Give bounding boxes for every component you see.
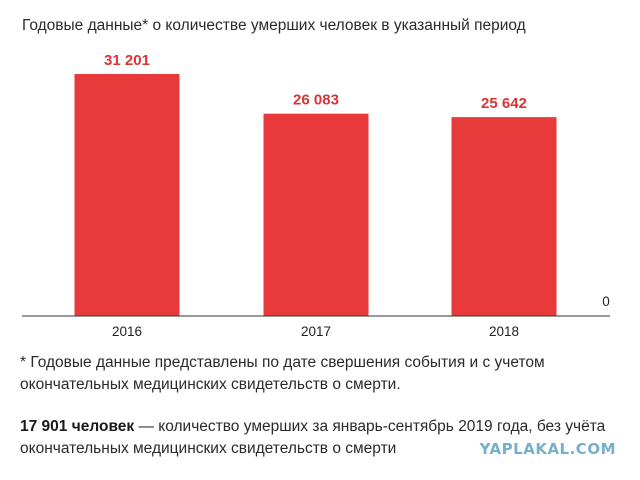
bar-chart: 31 201 2016 26 083 2017 25 642 2018 0 xyxy=(22,52,610,339)
bar-value-label-2018: 25 642 xyxy=(481,95,527,112)
x-tick-label-2017: 2017 xyxy=(301,324,331,339)
bar-value-label-2016: 31 201 xyxy=(104,52,150,69)
bar-2017 xyxy=(263,113,369,316)
chart-title: Годовые данные* о количестве умерших чел… xyxy=(22,17,526,34)
x-tick-label-2016: 2016 xyxy=(112,324,142,339)
summary-count: 17 901 человек xyxy=(20,418,135,435)
bar-2016 xyxy=(74,74,180,316)
y-zero-label: 0 xyxy=(602,294,610,309)
footnote: * Годовые данные представлены по дате св… xyxy=(20,354,545,393)
bar-value-label-2017: 26 083 xyxy=(293,92,339,109)
summary-text: 17 901 человек — количество умерших за я… xyxy=(20,416,620,460)
x-tick-label-2018: 2018 xyxy=(489,324,519,339)
summary-description: — количество умерших за январь-сентябрь … xyxy=(20,418,606,457)
bar-2018 xyxy=(451,117,557,316)
watermark-logo: YAPLAKAL.COM xyxy=(479,440,616,458)
